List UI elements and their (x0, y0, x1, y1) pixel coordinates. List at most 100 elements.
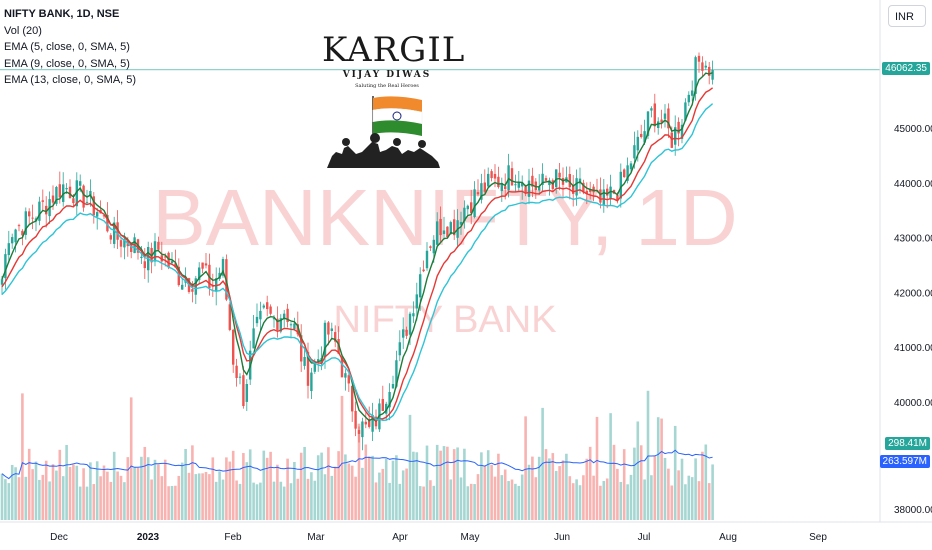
legend-symbol[interactable]: NIFTY BANK, 1D, NSE (4, 8, 120, 20)
candle-body (317, 359, 320, 362)
volume-bar (446, 446, 449, 520)
candle-body (262, 305, 265, 308)
candle-body (568, 174, 571, 188)
candle-body (238, 376, 242, 378)
volume-bar (123, 482, 126, 520)
price-axis[interactable]: 38000.00 40000.00 41000.00 42000.00 43000.00… (879, 0, 932, 522)
volume-bar (544, 449, 548, 520)
candle-body (483, 182, 486, 192)
volume-bar (184, 449, 187, 520)
candle-body (422, 269, 425, 272)
ema9-series (1, 87, 714, 422)
candle-body (381, 398, 384, 411)
candle-body (289, 324, 293, 326)
volume-bar (493, 476, 497, 520)
volume-bar (269, 451, 272, 520)
volume-bar (354, 476, 357, 520)
volume-bar (388, 482, 391, 520)
volume-bar (262, 450, 266, 520)
volume-bar (350, 465, 354, 520)
volume-bar (177, 475, 181, 520)
volume-bar (344, 454, 347, 520)
volume-bar (286, 458, 289, 520)
volume-bar (78, 486, 82, 520)
candle-body (592, 186, 595, 193)
candle-body (670, 132, 673, 148)
volume-bar (68, 466, 72, 520)
volume-bar (276, 464, 279, 520)
candle-body (351, 385, 354, 412)
volume-bar (337, 451, 340, 520)
legend-indicator-ema9[interactable]: EMA (9, close, 0, SMA, 5) (4, 57, 130, 70)
volume-bar (82, 468, 85, 520)
volume-bar (211, 457, 215, 520)
volume-bar (4, 479, 7, 520)
time-axis[interactable]: Dec 2023 Feb Mar Apr May Jun Jul Aug Sep (0, 521, 932, 543)
candle-body (585, 190, 588, 194)
volume-bar (704, 444, 708, 520)
logo-subtitle: VIJAY DIWAS (342, 70, 432, 80)
volume-bar (160, 476, 164, 520)
volume-bar (500, 475, 504, 520)
volume-bar (497, 453, 500, 520)
watermark-main: BANKNIFTY, 1D (152, 173, 737, 262)
candle-body (711, 69, 714, 80)
legend-indicator-ema5[interactable]: EMA (5, close, 0, SMA, 5) (4, 41, 130, 53)
volume-bar (163, 459, 167, 520)
time-tick-label: Sep (809, 532, 827, 543)
volume-bar (483, 466, 487, 520)
candle-body (419, 274, 422, 298)
candle-body (181, 284, 184, 290)
volume-bar (602, 480, 606, 520)
candle-body (286, 308, 289, 323)
volume-bar (415, 452, 419, 520)
volume-bar (27, 448, 31, 520)
volume-bar (374, 482, 378, 520)
legend-indicator-ema13[interactable]: EMA (13, close, 0, SMA, 5) (4, 74, 137, 86)
volume-bar (282, 486, 286, 520)
candle-body (663, 113, 667, 119)
candle-body (412, 313, 415, 317)
volume-bar (605, 478, 609, 520)
volume-bar (170, 485, 174, 520)
candle-body (697, 55, 701, 62)
volume-bar (656, 417, 660, 520)
volume-bar (7, 483, 11, 520)
volume-bar (129, 397, 133, 520)
candle-body (449, 222, 452, 235)
volume-bar (119, 475, 123, 520)
current-price-label: 46062.35 (882, 61, 930, 75)
candle-body (170, 261, 174, 264)
candle-body (177, 266, 180, 286)
volume-bar (293, 461, 296, 520)
candle-body (357, 430, 361, 434)
volume-bar (650, 475, 653, 520)
volume-bar (10, 464, 14, 520)
candle-body (548, 180, 551, 186)
volume-ma-label: 263.597M (879, 455, 930, 468)
volume-bar (690, 477, 694, 520)
volume-bar (174, 485, 177, 520)
candle-body (75, 180, 78, 207)
currency-button[interactable]: INR (888, 5, 926, 27)
candle-body (500, 182, 503, 192)
volume-bar (92, 484, 96, 520)
candle-body (446, 226, 449, 238)
candle-body (476, 192, 480, 195)
candle-body (459, 221, 463, 225)
volume-bar (65, 444, 68, 520)
candle-body (45, 205, 48, 215)
volume-bar (578, 485, 582, 520)
candle-body (252, 328, 255, 349)
candle-body (388, 392, 391, 408)
volume-bar (208, 474, 211, 520)
legend-indicator-vol[interactable]: Vol (20) (4, 24, 42, 37)
candle-body (623, 169, 626, 178)
candle-body (361, 421, 364, 438)
candle-body (544, 178, 548, 181)
candle-body (221, 259, 225, 276)
candle-body (334, 332, 337, 342)
candle-body (4, 254, 7, 279)
volume-bar (259, 482, 262, 520)
